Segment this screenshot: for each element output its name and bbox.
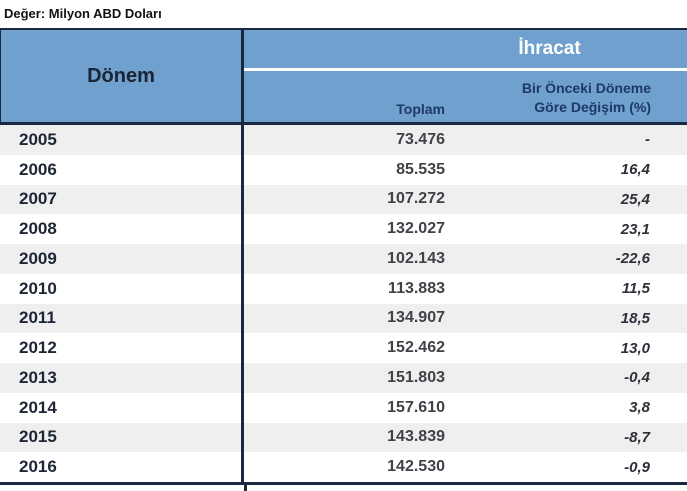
change-column-header: Bir Önceki Döneme Göre Değişim (%): [445, 79, 687, 117]
year-cell: 2005: [0, 125, 244, 155]
header-separator-line: [244, 68, 687, 71]
change-cell: -0,9: [624, 458, 650, 476]
total-cell: 142.530: [387, 458, 445, 476]
change-cell: -22,6: [615, 250, 650, 268]
table-bottom-strip: [0, 485, 687, 491]
total-column-header: Toplam: [396, 101, 445, 117]
total-cell: 107.272: [387, 190, 445, 208]
year-cell: 2007: [0, 184, 244, 215]
table-row: 2011 134.907 18,5: [0, 303, 687, 334]
table-body: 2005 73.476 - 2006 85.535 16,4 2007 107.…: [0, 125, 687, 482]
year-cell: 2008: [0, 214, 244, 244]
total-cell: 152.462: [387, 339, 445, 357]
year-cell: 2011: [0, 303, 244, 334]
table-row: 2009 102.143 -22,6: [0, 244, 687, 274]
table-row: 2006 85.535 16,4: [0, 154, 687, 185]
change-cell: 25,4: [620, 190, 650, 208]
change-cell: 13,0: [620, 339, 650, 357]
change-cell: -0,4: [624, 369, 650, 387]
change-cell: -: [645, 131, 650, 149]
table-header: Dönem İhracat Toplam Bir Önceki Döneme G…: [0, 28, 687, 125]
total-cell: 134.907: [387, 309, 445, 327]
table-row: 2008 132.027 23,1: [0, 214, 687, 244]
change-column-header-line1: Bir Önceki Döneme: [521, 80, 651, 97]
year-cell: 2010: [0, 273, 244, 304]
change-cell: 11,5: [621, 280, 650, 298]
change-cell: 23,1: [620, 220, 650, 238]
total-cell: 113.883: [388, 279, 445, 297]
year-cell: 2016: [0, 452, 244, 482]
total-cell: 102.143: [387, 249, 445, 267]
year-cell: 2012: [0, 333, 244, 363]
table-row: 2010 113.883 11,5: [0, 273, 687, 304]
table-row: 2014 157.610 3,8: [0, 392, 687, 423]
change-cell: 18,5: [620, 309, 650, 327]
table-row: 2005 73.476 -: [0, 125, 687, 155]
change-cell: -8,7: [624, 428, 650, 446]
year-cell: 2009: [0, 244, 244, 274]
subheader-row: Toplam Bir Önceki Döneme Göre Değişim (%…: [244, 71, 687, 122]
total-cell: 157.610: [387, 398, 445, 416]
table-row: 2007 107.272 25,4: [0, 184, 687, 215]
period-column-header: Dönem: [0, 30, 244, 122]
total-cell: 132.027: [387, 220, 445, 238]
table-row: 2016 142.530 -0,9: [0, 452, 687, 482]
export-group-header: İhracat: [518, 38, 581, 59]
total-cell: 151.803: [387, 368, 445, 386]
year-cell: 2006: [0, 154, 244, 185]
year-cell: 2013: [0, 363, 244, 393]
table-row: 2015 143.839 -8,7: [0, 422, 687, 453]
table-row: 2012 152.462 13,0: [0, 333, 687, 363]
export-table: Dönem İhracat Toplam Bir Önceki Döneme G…: [0, 28, 687, 491]
change-column-header-line2: Göre Değişim (%): [534, 99, 651, 116]
table-bottom-border: [0, 482, 687, 485]
total-cell: 143.839: [387, 428, 445, 446]
total-cell: 73.476: [396, 130, 445, 148]
column-divider-tail: [244, 485, 247, 491]
change-cell: 16,4: [620, 161, 650, 179]
total-cell: 85.535: [396, 160, 445, 178]
year-cell: 2014: [0, 392, 244, 423]
change-cell: 3,8: [629, 399, 650, 417]
year-cell: 2015: [0, 422, 244, 453]
table-row: 2013 151.803 -0,4: [0, 363, 687, 393]
unit-label: Değer: Milyon ABD Doları: [4, 6, 162, 21]
export-header-group: İhracat Toplam Bir Önceki Döneme Göre De…: [244, 30, 687, 122]
